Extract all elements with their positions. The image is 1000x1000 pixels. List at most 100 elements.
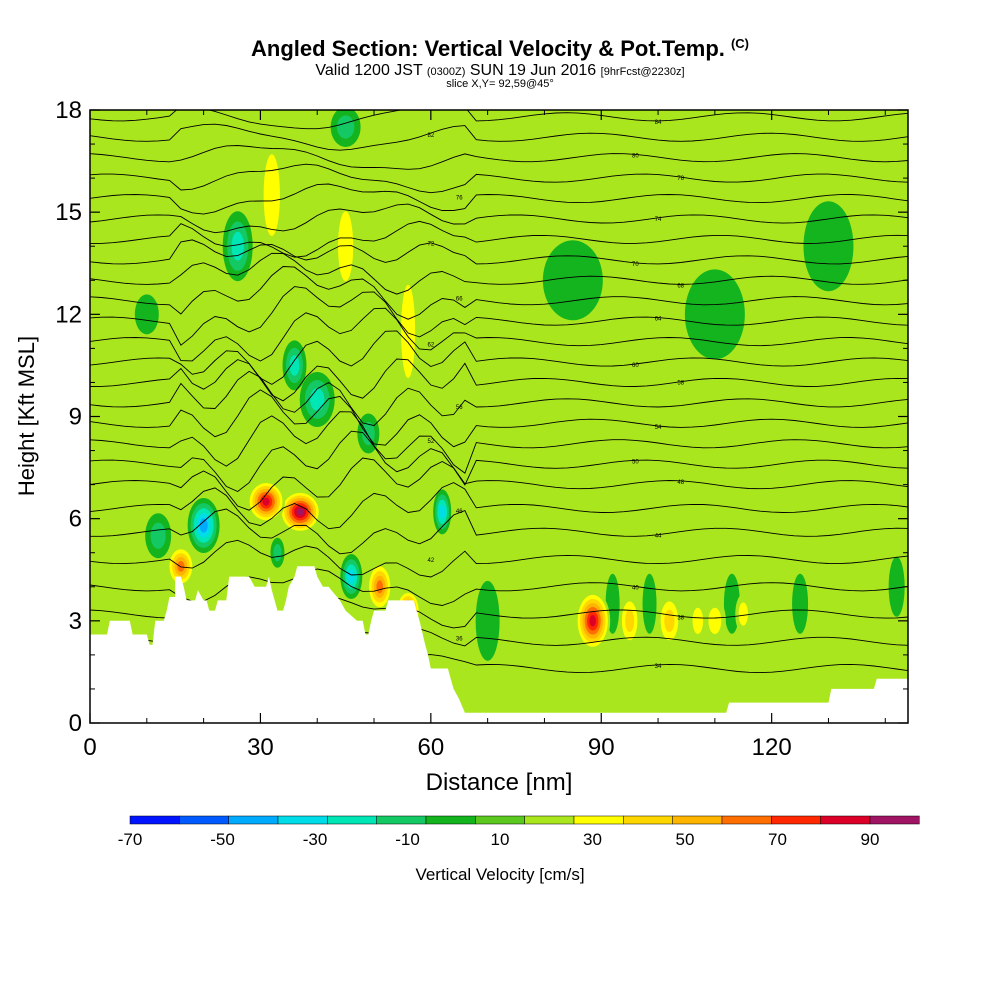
- colorbar-swatch: [129, 815, 180, 825]
- forecast-label: [9hrFcst@2230z]: [600, 66, 685, 78]
- downdraft-cell: [475, 580, 500, 661]
- isentrope-label: 76: [456, 196, 463, 202]
- x-tick-label: 90: [588, 734, 615, 761]
- updraft-cell: [692, 607, 704, 634]
- downdraft-cell: [336, 115, 355, 139]
- colorbar-swatch: [376, 815, 427, 825]
- updraft-cell: [625, 609, 635, 633]
- isentrope-label: 54: [655, 425, 662, 431]
- isentrope-line: [90, 266, 908, 320]
- colorbar-swatch: [573, 815, 624, 825]
- updraft-cell: [664, 609, 675, 633]
- downdraft-cell: [361, 421, 375, 446]
- isentrope-label: 62: [427, 343, 434, 349]
- colorbar-swatch: [721, 815, 772, 825]
- isentrope-line: [90, 358, 908, 402]
- colorbar-swatch: [623, 815, 673, 825]
- isentrope-line: [90, 145, 908, 170]
- updraft-cell: [338, 211, 354, 282]
- valid-prefix: Valid 1200 JST: [315, 62, 423, 79]
- downdraft-cell: [134, 294, 159, 335]
- chart-title-text: Angled Section: Vertical Velocity & Pot.…: [251, 36, 725, 61]
- downdraft-cell: [231, 231, 244, 261]
- updraft-cell: [296, 508, 304, 516]
- updraft-cell: [708, 607, 722, 634]
- isentrope-line: [90, 307, 908, 362]
- isentrope-label: 50: [632, 459, 639, 465]
- colorbar-swatch: [179, 815, 229, 825]
- isentrope-label: 48: [677, 480, 684, 486]
- isentrope-label: 78: [677, 176, 684, 182]
- updraft-cell: [401, 284, 416, 379]
- colorbar-swatch: [475, 815, 525, 825]
- downdraft-cell: [347, 569, 355, 584]
- y-tick-label: 9: [69, 404, 82, 431]
- isentrope-line: [90, 239, 908, 265]
- colorbar-label: Vertical Velocity [cm/s]: [415, 865, 584, 884]
- colorbar-swatch: [672, 815, 723, 825]
- slice-label: slice X,Y= 92,59@45°: [446, 78, 554, 90]
- downdraft-cell: [199, 518, 208, 533]
- updraft-cell: [591, 374, 612, 405]
- y-axis-label: Height [Kft MSL]: [14, 336, 39, 496]
- copyright-mark: (C): [730, 36, 749, 51]
- chart-title: Angled Section: Vertical Velocity & Pot.…: [0, 36, 1000, 62]
- colorbar-tick-label: 70: [768, 830, 787, 849]
- x-tick-label: 120: [752, 734, 792, 761]
- colorbar-tick-label: -50: [210, 830, 235, 849]
- isentrope-label: 44: [655, 534, 662, 540]
- isentrope-label: 36: [456, 636, 463, 642]
- isentrope-line: [90, 203, 908, 234]
- isentrope-label: 60: [632, 363, 639, 369]
- x-tick-label: 60: [417, 734, 444, 761]
- updraft-cell: [262, 497, 270, 506]
- updraft-cell: [120, 167, 151, 258]
- isentrope-line: [90, 389, 908, 448]
- y-tick-label: 15: [55, 199, 82, 226]
- y-tick-label: 3: [69, 608, 82, 635]
- isentrope-line: [90, 286, 908, 346]
- colorbar-tick-label: -30: [303, 830, 328, 849]
- isentrope-line: [90, 183, 908, 215]
- colorbar-tick-label: 50: [676, 830, 695, 849]
- colorbar-swatch: [228, 815, 279, 825]
- x-axis-label: Distance [nm]: [426, 769, 573, 796]
- isentrope-label: 66: [456, 297, 463, 303]
- isentrope-line: [90, 163, 908, 194]
- isentrope-line: [90, 568, 908, 606]
- isentrope-label: 72: [427, 241, 434, 247]
- updraft-cell: [763, 587, 780, 628]
- updraft-cell: [738, 602, 748, 626]
- updraft-cell: [376, 580, 384, 594]
- colorbar-tick-label: -70: [118, 830, 143, 849]
- colorbar-swatch: [820, 815, 871, 825]
- isentrope-line: [90, 252, 908, 295]
- y-tick-label: 0: [69, 710, 82, 737]
- downdraft-cell: [888, 556, 905, 617]
- isentrope-label: 40: [632, 585, 639, 591]
- updraft-cell: [117, 359, 142, 440]
- isentrope-label: 84: [655, 120, 662, 126]
- colorbar-tick-label: 10: [491, 830, 510, 849]
- downdraft-cell: [310, 388, 325, 411]
- updraft-cell: [426, 186, 447, 307]
- valid-date: SUN 19 Jun 2016: [469, 62, 597, 79]
- isentrope-label: 58: [677, 381, 684, 387]
- isentrope-label: 46: [456, 509, 463, 515]
- downdraft-cell: [150, 522, 166, 549]
- downdraft-cell: [642, 573, 657, 634]
- downdraft-cell: [439, 504, 446, 520]
- updraft-cell: [493, 357, 516, 408]
- isentrope-label: 70: [632, 262, 639, 268]
- colorbar-swatch: [327, 815, 377, 825]
- downdraft-cell: [803, 201, 854, 292]
- colorbar-swatch: [524, 815, 575, 825]
- colorbar-swatch: [771, 815, 821, 825]
- y-tick-label: 12: [55, 301, 82, 328]
- isentrope-label: 42: [427, 558, 434, 564]
- valid-time-line: Valid 1200 JST (0300Z) SUN 19 Jun 2016 […: [0, 62, 1000, 80]
- updraft-cell: [820, 600, 837, 641]
- downdraft-cell: [273, 543, 282, 562]
- isentrope-line: [90, 508, 908, 555]
- isentrope-line: [90, 220, 908, 258]
